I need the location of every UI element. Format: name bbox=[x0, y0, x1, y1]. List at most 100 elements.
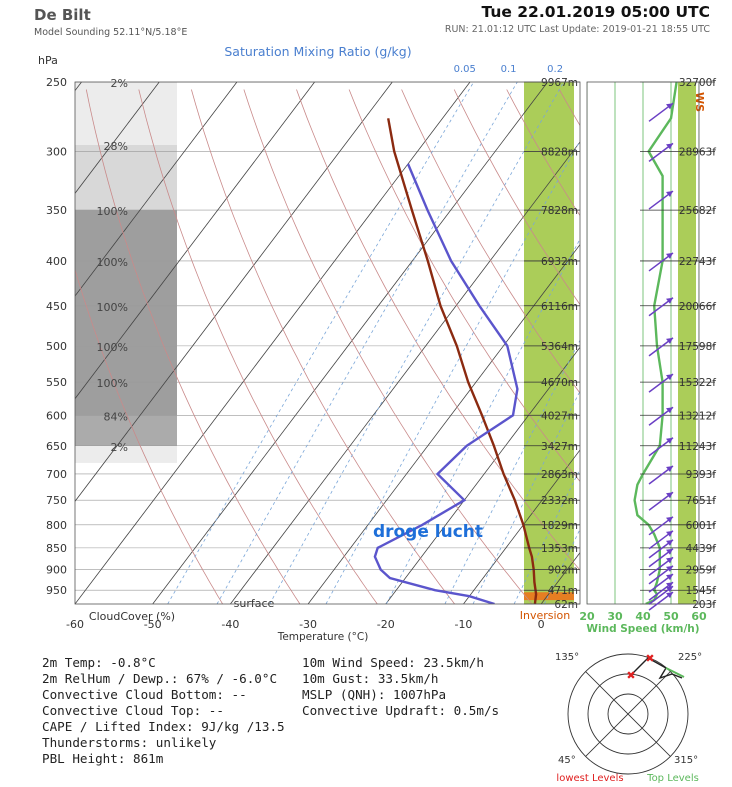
height-m-label: 2863m bbox=[541, 469, 578, 481]
height-ft-label: 22743f bbox=[679, 256, 716, 268]
wind-direction-arrowhead bbox=[666, 191, 673, 198]
wind-tick-label: 30 bbox=[607, 610, 623, 623]
cloud-cover-label: 2% bbox=[111, 441, 128, 454]
height-m-label: 902m bbox=[548, 565, 578, 577]
pressure-tick-label: 450 bbox=[46, 300, 67, 313]
hodograph-angle-label: 135° bbox=[555, 652, 579, 663]
wind-direction-arrowhead bbox=[666, 557, 673, 564]
pressure-tick-label: 300 bbox=[46, 145, 67, 158]
surface-label: surface bbox=[234, 597, 275, 610]
isotherm-line bbox=[75, 82, 238, 297]
isotherm-line bbox=[75, 82, 82, 92]
hodograph-trace-top bbox=[665, 667, 685, 678]
dry-adiabat-line bbox=[191, 89, 455, 604]
height-ft-label: 7651f bbox=[686, 495, 717, 507]
pressure-tick-label: 950 bbox=[46, 584, 67, 597]
temperature-profile-line bbox=[387, 118, 538, 604]
plot-frame bbox=[74, 81, 581, 605]
hodograph-legend-high: Top Levels bbox=[646, 773, 699, 784]
height-ft-label: 1545f bbox=[686, 585, 717, 597]
stats-left-panel: 2m Temp: -0.8°C 2m RelHum / Dewp.: 67% / … bbox=[42, 655, 285, 767]
temperature-tick-label: -60 bbox=[66, 618, 84, 631]
wind-frame bbox=[586, 81, 700, 605]
height-ft-label: 15322f bbox=[679, 377, 716, 389]
wind-direction-arrowhead bbox=[666, 574, 673, 581]
wind-direction-arrowhead bbox=[666, 516, 673, 523]
dry-adiabat-line bbox=[348, 89, 580, 483]
dry-adiabat-line bbox=[717, 90, 732, 605]
wind-band bbox=[678, 82, 696, 604]
height-m-label: 62m bbox=[554, 599, 578, 611]
hodograph-ring bbox=[587, 673, 669, 755]
pressure-tick-label: 350 bbox=[46, 204, 67, 217]
height-m-label: 2332m bbox=[541, 495, 578, 507]
wind-axis-label: Wind Speed (km/h) bbox=[586, 623, 699, 635]
pressure-axis-label: hPa bbox=[38, 54, 58, 67]
hodograph-trace bbox=[629, 657, 683, 680]
cloud-cover-label: 84% bbox=[104, 410, 128, 423]
cloud-cover-band bbox=[75, 145, 177, 211]
hodograph-legend-low: lowest Levels bbox=[556, 773, 623, 784]
wind-direction-arrowhead bbox=[666, 297, 673, 304]
stats-right-panel: 10m Wind Speed: 23.5km/h 10m Gust: 33.5km… bbox=[302, 655, 499, 719]
hodograph-angle-label: 45° bbox=[558, 755, 576, 766]
mixing-ratio-tick-label: 0.2 bbox=[547, 64, 563, 75]
wind-direction-arrowhead bbox=[666, 586, 673, 593]
isotherm-line bbox=[75, 82, 471, 604]
cloud-cover-band bbox=[75, 82, 177, 146]
isotherm-line bbox=[75, 82, 393, 502]
wind-tick-label: 50 bbox=[663, 610, 679, 623]
stat-line: Thunderstorms: unlikely bbox=[42, 735, 217, 750]
dry-adiabat-line bbox=[296, 89, 580, 571]
valid-time: Tue 22.01.2019 05:00 UTC bbox=[481, 3, 710, 21]
wind-direction-arrowhead bbox=[666, 252, 673, 259]
isotherm-line bbox=[385, 346, 580, 604]
wind-direction-arrowhead bbox=[666, 465, 673, 472]
temperature-tick-label: -20 bbox=[377, 618, 395, 631]
mixing-ratio-line bbox=[167, 82, 475, 604]
pressure-tick-label: 800 bbox=[46, 519, 67, 532]
dry-adiabat-line bbox=[75, 268, 223, 604]
pressure-tick-label: 650 bbox=[46, 440, 67, 453]
inversion-label: Inversion bbox=[520, 609, 571, 622]
stat-line: MSLP (QNH): 1007hPa bbox=[302, 687, 447, 702]
cloud-cover-band bbox=[75, 445, 177, 463]
mixing-ratio-title: Saturation Mixing Ratio (g/kg) bbox=[224, 44, 411, 59]
mixing-ratio-line bbox=[385, 238, 580, 604]
isotherm-line bbox=[463, 449, 580, 604]
mixing-ratio-tick-label: 0.1 bbox=[501, 64, 517, 75]
wind-direction-arrowhead bbox=[666, 539, 673, 546]
hodograph-marker: ✖ bbox=[645, 652, 654, 665]
cloud-cover-band bbox=[75, 382, 177, 416]
height-ft-label: 6001f bbox=[686, 520, 717, 532]
height-m-label: 7828m bbox=[541, 205, 578, 217]
hodograph-ring bbox=[567, 653, 689, 775]
pressure-tick-label: 850 bbox=[46, 542, 67, 555]
mixing-ratio-line bbox=[472, 390, 580, 604]
mixing-ratio-line bbox=[543, 528, 580, 604]
isotherm-line bbox=[75, 82, 315, 400]
cloud-cover-label: 28% bbox=[104, 140, 128, 153]
pressure-tick-label: 900 bbox=[46, 564, 67, 577]
cloud-cover-label: 2% bbox=[111, 77, 128, 90]
wind-direction-arrowhead bbox=[666, 103, 673, 110]
isotherm-line bbox=[0, 82, 4, 604]
wind-direction-arrowhead bbox=[666, 548, 673, 555]
cloud-cover-band bbox=[75, 210, 177, 261]
cloud-cover-label: 100% bbox=[97, 205, 128, 218]
dry-adiabat-line bbox=[243, 89, 533, 604]
wind-direction-arrowhead bbox=[666, 337, 673, 344]
model-info: Model Sounding 52.11°N/5.18°E bbox=[34, 27, 188, 38]
temperature-tick-label: -40 bbox=[221, 618, 239, 631]
run-info: RUN: 21.01:12 UTC Last Update: 2019-01-2… bbox=[444, 24, 710, 35]
temperature-tick-label: -50 bbox=[144, 618, 162, 631]
height-ft-label: 11243f bbox=[679, 441, 716, 453]
pressure-tick-label: 400 bbox=[46, 255, 67, 268]
isotherm-line bbox=[75, 82, 160, 194]
isotherm-line bbox=[152, 82, 549, 604]
temperature-axis-label: Temperature (°C) bbox=[277, 631, 369, 643]
dry-air-annotation: droge lucht bbox=[373, 522, 483, 542]
height-ft-label: 13212f bbox=[679, 410, 716, 422]
height-ft-label: 17598f bbox=[679, 341, 716, 353]
